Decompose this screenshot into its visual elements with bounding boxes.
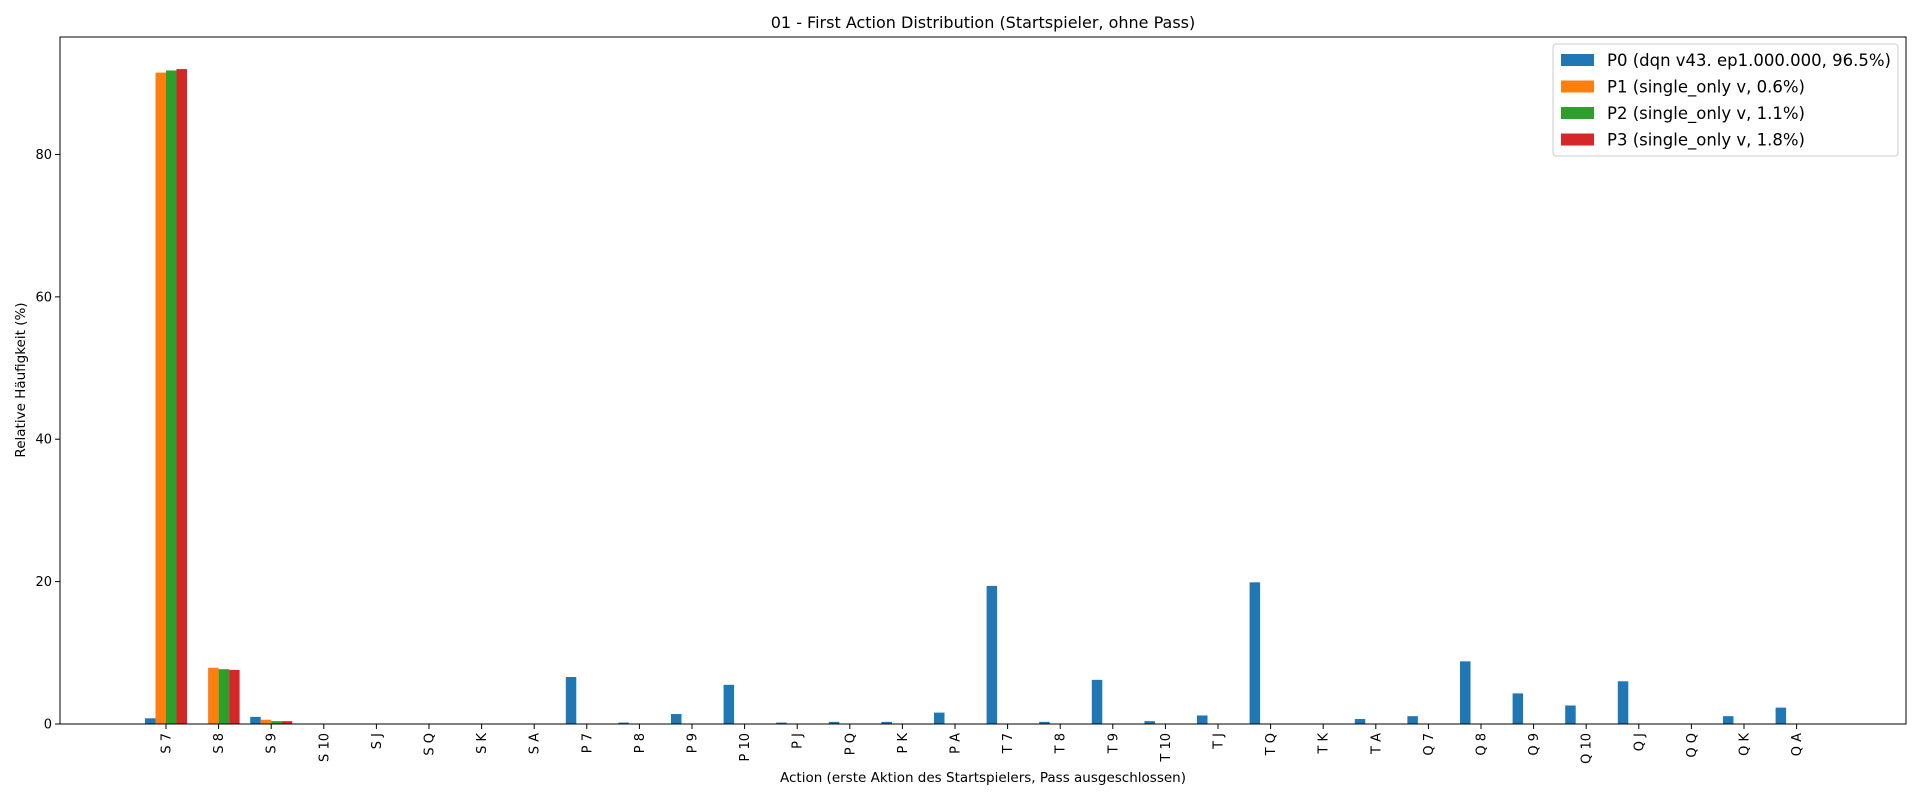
x-tick-label: P 8 xyxy=(633,733,648,753)
y-tick-label: 80 xyxy=(35,148,52,163)
legend-label-2: P2 (single_only v, 1.1%) xyxy=(1607,104,1805,124)
bar-0-12 xyxy=(776,722,787,724)
x-tick-label: S 10 xyxy=(317,733,332,762)
x-tick-label: Q K xyxy=(1738,733,1753,756)
bar-0-20 xyxy=(1197,715,1208,724)
bar-0-8 xyxy=(565,677,577,724)
x-tick-label: S 9 xyxy=(265,733,280,754)
x-tick-label: P 9 xyxy=(686,733,701,753)
y-tick-label: 40 xyxy=(35,433,52,448)
x-tick-label: Q 10 xyxy=(1580,733,1595,764)
bar-0-15 xyxy=(934,712,945,724)
x-tick-label: P K xyxy=(896,733,911,754)
plot-frame xyxy=(59,36,1907,725)
bars-group xyxy=(145,69,1787,725)
bar-0-17 xyxy=(1039,721,1050,724)
bar-3-0 xyxy=(176,69,187,725)
x-tick-label: T Q xyxy=(1264,733,1279,756)
bar-2-0 xyxy=(166,70,177,724)
bar-0-27 xyxy=(1565,705,1576,724)
x-tick-label: T 8 xyxy=(1054,733,1069,754)
bar-0-16 xyxy=(986,585,998,724)
legend-swatch-2 xyxy=(1561,107,1594,119)
bar-0-14 xyxy=(881,721,892,724)
x-tick-label: T K xyxy=(1317,733,1332,755)
chart-title: 01 - First Action Distribution (Startspi… xyxy=(771,13,1195,32)
bar-1-0 xyxy=(155,72,166,725)
x-tick-label: P Q xyxy=(843,733,858,755)
legend-label-3: P3 (single_only v, 1.8%) xyxy=(1607,131,1805,151)
x-tick-label: T 10 xyxy=(1159,733,1174,763)
x-tick-label: Q 8 xyxy=(1475,733,1490,756)
x-tick-label: Q J xyxy=(1632,733,1647,751)
legend-label-1: P1 (single_only v, 0.6%) xyxy=(1607,78,1805,98)
x-tick-label: S A xyxy=(528,733,543,754)
legend: P0 (dqn v43. ep1.000.000, 96.5%) P1 (sing… xyxy=(1552,43,1899,157)
bar-0-19 xyxy=(1144,721,1155,724)
bar-1-2 xyxy=(260,719,272,724)
x-tick-label: P 7 xyxy=(580,733,595,753)
x-tick-label: S K xyxy=(475,733,490,754)
legend-swatch-0 xyxy=(1561,54,1594,66)
x-tick-label: S 7 xyxy=(160,733,175,754)
x-tick-label: P J xyxy=(791,733,806,749)
bar-0-25 xyxy=(1460,661,1471,724)
bar-0-23 xyxy=(1354,719,1366,724)
y-tick-label: 60 xyxy=(35,290,52,305)
x-axis: S 7 S 8 S 9 S 10 S J S Q S K S A P 7 P 8 P 9 P 10 P … xyxy=(160,724,1805,764)
x-tick-label: Q 7 xyxy=(1422,733,1437,756)
bar-0-26 xyxy=(1512,693,1524,724)
bar-0-28 xyxy=(1617,681,1629,724)
x-tick-label: P 10 xyxy=(738,733,753,762)
x-axis-label: Action (erste Aktion des Startspielers, … xyxy=(780,770,1186,786)
bar-0-10 xyxy=(671,714,682,724)
y-tick-label: 20 xyxy=(35,575,52,590)
x-tick-label: Q Q xyxy=(1685,733,1700,758)
x-tick-label: T 9 xyxy=(1106,733,1121,754)
y-axis-label: Relative Häufigkeit (%) xyxy=(13,302,29,457)
legend-swatch-1 xyxy=(1561,80,1594,93)
bar-0-18 xyxy=(1091,679,1103,724)
x-tick-label: T 7 xyxy=(1001,733,1016,754)
bar-0-11 xyxy=(723,684,735,724)
y-tick-label: 0 xyxy=(44,718,52,733)
bar-2-2 xyxy=(271,721,282,724)
x-tick-label: P A xyxy=(949,733,964,754)
bar-0-21 xyxy=(1249,582,1261,724)
x-tick-label: T J xyxy=(1212,733,1227,750)
bar-0-13 xyxy=(828,721,840,724)
bar-0-0 xyxy=(145,718,156,724)
x-tick-label: Q A xyxy=(1790,733,1805,756)
x-tick-label: S Q xyxy=(423,733,438,756)
bar-0-24 xyxy=(1407,716,1418,724)
legend-label-0: P0 (dqn v43. ep1.000.000, 96.5%) xyxy=(1607,51,1891,70)
bar-2-1 xyxy=(218,669,230,724)
legend-frame xyxy=(1552,43,1899,157)
bar-0-30 xyxy=(1723,716,1734,724)
y-axis: 0 20 40 60 80 xyxy=(35,148,60,733)
bar-0-2 xyxy=(250,716,261,724)
bar-1-1 xyxy=(208,667,219,724)
x-tick-label: S J xyxy=(370,733,385,749)
bar-0-31 xyxy=(1775,707,1787,724)
x-tick-label: Q 9 xyxy=(1527,733,1542,756)
x-tick-label: T A xyxy=(1369,733,1384,755)
bar-0-9 xyxy=(618,722,629,724)
bar-3-1 xyxy=(229,669,240,724)
x-tick-label: S 8 xyxy=(212,733,227,754)
bar-3-2 xyxy=(281,721,293,724)
legend-swatch-3 xyxy=(1561,133,1594,146)
